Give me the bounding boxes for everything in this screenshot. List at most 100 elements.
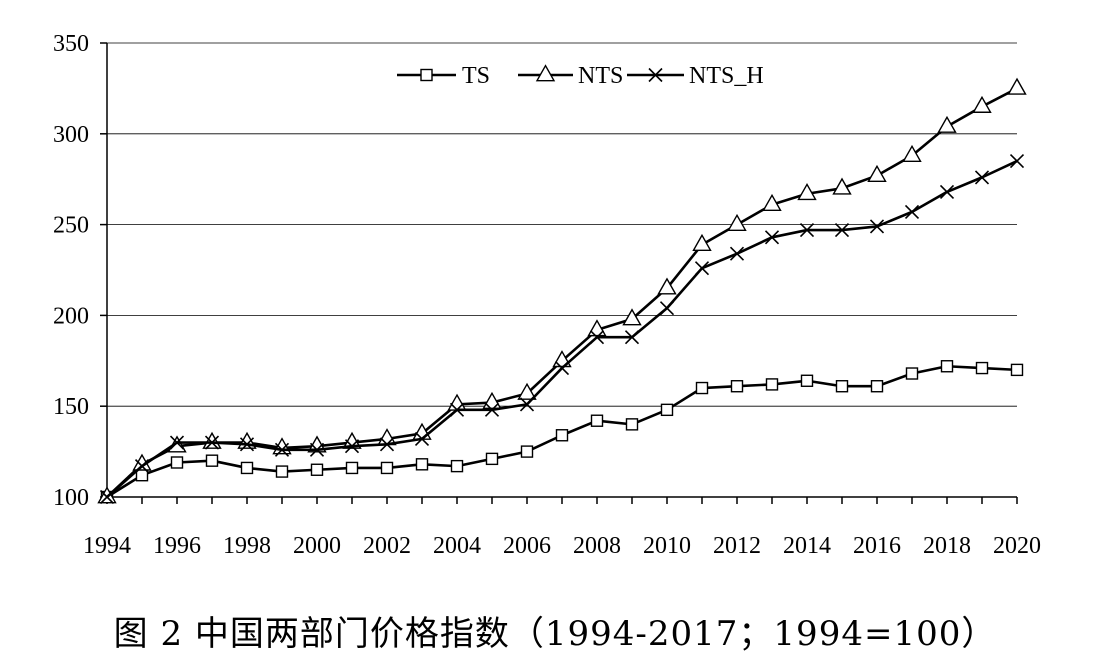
- data-point-NTS: [797, 183, 817, 201]
- data-point-NTS: [342, 431, 362, 449]
- data-point-NTS_H: [589, 330, 605, 345]
- x-tick-label: 2018: [923, 533, 971, 559]
- data-point-NTS: [762, 193, 782, 212]
- data-point-NTS_H: [1009, 153, 1025, 169]
- data-point-NTS: [97, 486, 117, 504]
- data-point-NTS: [1007, 77, 1027, 95]
- figure-caption: 图 2 中国两部门价格指数（1994-2017；1994=100）: [113, 614, 997, 654]
- data-point-NTS_H: [169, 435, 185, 450]
- data-point-NTS_H: [974, 170, 990, 185]
- x-tick-label: 2010: [643, 533, 691, 559]
- data-point-NTS_H: [939, 184, 955, 199]
- x-tick-label: 1996: [153, 533, 201, 559]
- data-point-NTS: [902, 144, 922, 162]
- data-point-NTS: [622, 308, 642, 326]
- data-point-TS: [800, 374, 814, 387]
- legend-entry-TS: TS: [397, 63, 490, 89]
- data-point-TS: [135, 469, 149, 482]
- data-point-TS: [695, 381, 709, 395]
- x-tick-label: 2016: [853, 533, 901, 559]
- data-point-TS: [450, 459, 464, 473]
- legend-label: NTS: [578, 63, 623, 89]
- x-tick-label: 2012: [713, 533, 761, 559]
- y-tick-label: 100: [53, 485, 89, 511]
- legend-label: TS: [462, 63, 490, 89]
- data-point-NTS_H: [309, 442, 325, 457]
- data-point-TS: [765, 378, 779, 391]
- legend-entry-NTS_H: NTS_H: [627, 63, 764, 89]
- x-tick-label: 2014: [783, 533, 831, 559]
- data-point-NTS: [867, 164, 887, 182]
- data-point-NTS_H: [379, 437, 395, 452]
- data-point-NTS_H: [904, 204, 920, 219]
- data-point-NTS_H: [204, 435, 220, 450]
- data-point-NTS_H: [99, 489, 115, 505]
- x-tick-label: 2004: [433, 533, 481, 559]
- data-point-NTS: [727, 213, 747, 232]
- data-point-NTS_H: [449, 402, 465, 417]
- data-point-TS: [940, 360, 954, 373]
- x-tick-label: 2002: [363, 533, 411, 559]
- data-point-TS: [205, 454, 219, 467]
- data-point-TS: [835, 380, 849, 393]
- data-point-NTS_H: [519, 397, 535, 412]
- data-point-TS: [485, 452, 499, 466]
- data-point-TS: [625, 418, 639, 431]
- legend-label: NTS_H: [689, 63, 764, 89]
- x-tick-label: 2000: [293, 533, 341, 559]
- x-tick-label: 2008: [573, 533, 621, 559]
- axes: [100, 42, 1018, 504]
- y-tick-label: 350: [53, 31, 89, 57]
- data-point-NTS_H: [134, 459, 150, 474]
- data-point-NTS_H: [834, 222, 850, 238]
- y-tick-label: 300: [53, 122, 89, 148]
- data-point-TS: [590, 414, 604, 427]
- data-point-NTS_H: [344, 439, 360, 454]
- data-point-TS: [310, 463, 324, 476]
- data-point-NTS_H: [694, 261, 710, 276]
- data-point-NTS_H: [659, 301, 675, 316]
- data-point-NTS: [412, 422, 432, 440]
- gridlines: [107, 42, 1017, 407]
- data-point-TS: [555, 429, 569, 442]
- legend-marker-TS: [420, 68, 433, 82]
- data-point-NTS: [937, 115, 957, 133]
- y-tick-label: 150: [53, 394, 89, 420]
- data-point-NTS: [517, 382, 537, 400]
- y-tick-label: 250: [53, 213, 89, 239]
- data-point-NTS_H: [484, 402, 500, 417]
- x-tick-label: 1994: [83, 533, 131, 559]
- data-point-NTS: [972, 95, 992, 113]
- legend: TS NTS NTS_H: [397, 63, 764, 89]
- data-point-TS: [170, 456, 184, 469]
- legend-marker-NTS: [535, 64, 556, 82]
- data-point-TS: [240, 461, 254, 475]
- data-point-TS: [345, 461, 359, 475]
- x-tick-label: 2020: [993, 533, 1041, 559]
- legend-marker-NTS_H: [648, 67, 663, 83]
- data-point-NTS_H: [869, 219, 885, 234]
- series-nts-h: [99, 153, 1025, 505]
- data-point-TS: [975, 361, 989, 375]
- data-point-NTS_H: [624, 330, 640, 345]
- data-point-TS: [520, 445, 534, 458]
- data-point-NTS: [202, 431, 222, 449]
- data-point-NTS_H: [729, 246, 745, 261]
- series-lines: [97, 77, 1027, 505]
- data-point-NTS: [692, 233, 712, 251]
- tick-labels: 100 150 200 250 300 350 1994 1996 1998 2000 2002 20…: [53, 31, 1041, 559]
- data-point-TS: [660, 403, 674, 417]
- data-point-TS: [415, 458, 429, 471]
- data-point-NTS_H: [799, 222, 815, 238]
- line-chart: 100 150 200 250 300 350 1994 1996 1998 2000 2002 20…: [53, 31, 1041, 559]
- x-tick-label: 2006: [503, 533, 551, 559]
- data-point-NTS: [832, 177, 852, 195]
- data-point-TS: [1010, 363, 1024, 377]
- data-point-TS: [380, 461, 394, 475]
- legend-entry-NTS: NTS: [518, 63, 623, 89]
- data-point-TS: [870, 380, 884, 393]
- data-point-TS: [730, 380, 744, 393]
- data-point-NTS_H: [414, 431, 430, 446]
- data-point-NTS: [657, 277, 677, 295]
- y-tick-label: 200: [53, 303, 89, 329]
